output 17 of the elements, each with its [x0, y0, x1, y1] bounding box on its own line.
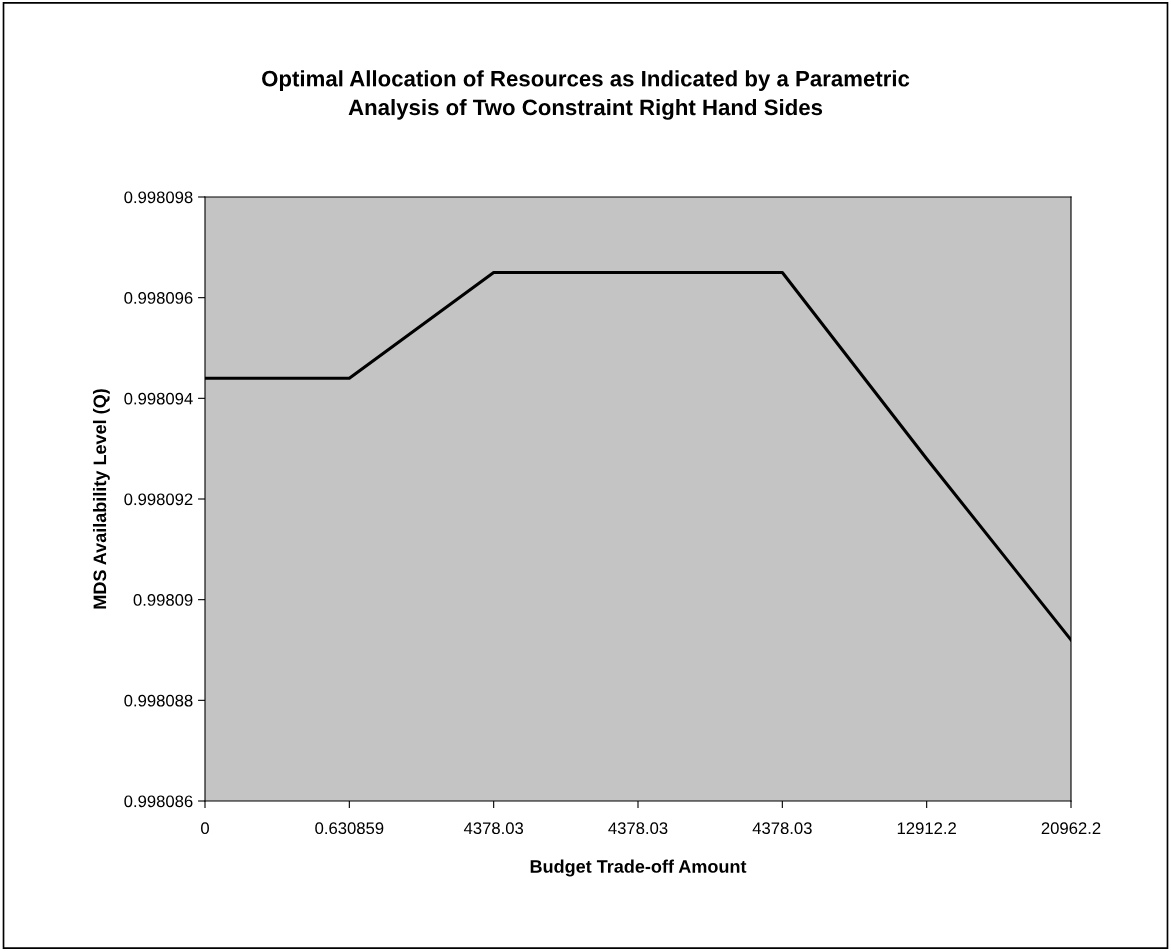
y-tick-label: 0.99809 [133, 594, 193, 606]
x-tick-label: 4378.03 [608, 822, 668, 835]
y-tick-label: 0.998092 [124, 493, 193, 506]
x-tick-label: 20962.2 [1041, 822, 1101, 835]
y-tick-label: 0.998096 [124, 292, 193, 304]
y-tick-label: 0.998098 [124, 191, 193, 204]
x-axis-title: Budget Trade-off Amount [530, 859, 747, 877]
y-axis-title: MDS Availability Level (Q) [92, 389, 110, 609]
chart-title: Optimal Allocation of Resources as Indicated by a Parametric Analysis of Two Constraint Right Hand Sides [262, 70, 910, 120]
x-tick-label: 0 [201, 822, 209, 835]
y-tick-label: 0.998086 [124, 795, 193, 808]
x-tick-label: 4378.03 [752, 822, 812, 835]
x-tick-label: 12912.2 [897, 822, 956, 835]
x-tick-label: 4378.03 [463, 822, 524, 835]
y-tick-label: 0.998088 [124, 694, 193, 707]
x-tick-label: 0.630859 [315, 822, 384, 835]
y-tick-label: 0.998094 [124, 392, 193, 405]
